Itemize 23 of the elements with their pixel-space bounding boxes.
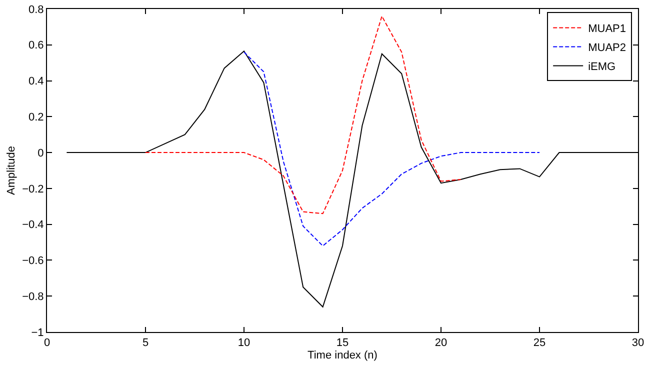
y-tick-label: 0.6 xyxy=(28,40,44,52)
x-tick-label: 10 xyxy=(238,337,250,350)
y-tick-label: 0.4 xyxy=(28,76,44,88)
line-series xyxy=(145,16,462,214)
y-axis-title: Amplitude xyxy=(6,146,18,195)
x-axis-title: Time index (n) xyxy=(308,349,378,362)
y-tick-label: −0.8 xyxy=(22,290,44,303)
x-tick-label: 20 xyxy=(434,337,448,350)
y-tick-label: −0.2 xyxy=(22,183,44,196)
x-tick-label: 25 xyxy=(533,337,546,350)
x-tick-label: 15 xyxy=(336,337,349,350)
y-tick-label: 0.8 xyxy=(28,4,44,16)
y-tick-label: −1 xyxy=(31,326,44,339)
x-tick-label: 30 xyxy=(632,337,644,350)
legend-label: MUAP1 xyxy=(588,23,626,36)
legend-label: iEMG xyxy=(588,61,616,74)
line-series xyxy=(244,52,540,246)
y-tick-label: −0.6 xyxy=(22,255,44,268)
y-tick-label: −0.4 xyxy=(22,219,44,232)
y-tick-label: 0 xyxy=(38,147,44,160)
legend-label: MUAP2 xyxy=(588,42,626,54)
y-tick-label: 0.2 xyxy=(28,112,44,124)
x-tick-label: 5 xyxy=(142,337,149,350)
